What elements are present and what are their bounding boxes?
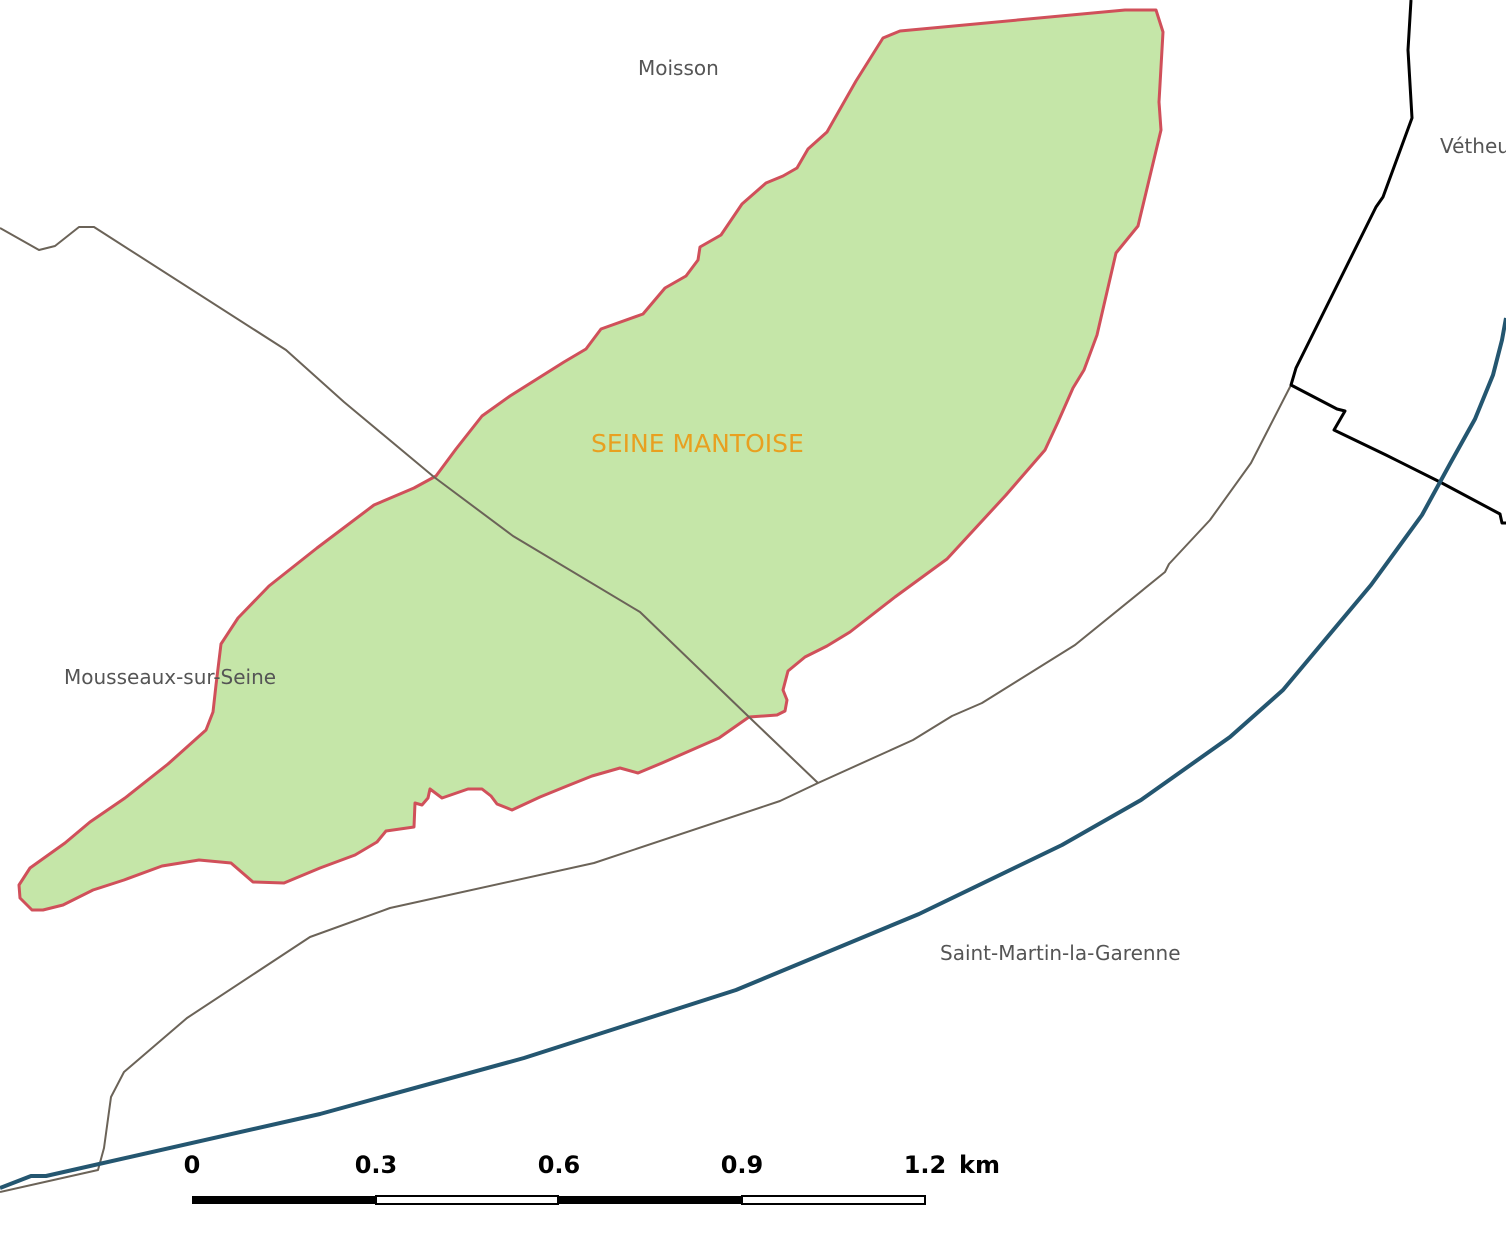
commune-label-moisson: Moisson xyxy=(638,56,719,80)
commune-label-mousseaux: Mousseaux-sur-Seine xyxy=(64,665,276,689)
scale-tick-label: 1.2 xyxy=(904,1151,947,1179)
scale-segment-1 xyxy=(192,1196,376,1204)
commune-boundary-west xyxy=(0,226,819,784)
seine-river xyxy=(0,317,1506,1190)
scale-bar: 0 0.3 0.6 0.9 1.2 km xyxy=(184,1151,1000,1205)
department-boundary xyxy=(1289,0,1506,525)
commune-boundary-river-bank xyxy=(0,384,1292,1193)
scale-unit-label: km xyxy=(959,1151,1000,1179)
seine-mantoise-zone[interactable] xyxy=(17,8,1165,912)
scale-tick-label: 0 xyxy=(184,1151,201,1179)
scale-segment-3 xyxy=(558,1196,742,1204)
zone-label: SEINE MANTOISE xyxy=(591,429,804,458)
commune-label-saint-martin: Saint-Martin-la-Garenne xyxy=(940,941,1181,965)
scale-segment-2 xyxy=(375,1195,559,1205)
scale-segment-4 xyxy=(741,1195,926,1205)
scale-tick-label: 0.9 xyxy=(721,1151,764,1179)
scale-tick-label: 0.6 xyxy=(538,1151,581,1179)
commune-label-vetheuil: Vétheu xyxy=(1440,134,1506,158)
scale-tick-label: 0.3 xyxy=(355,1151,398,1179)
